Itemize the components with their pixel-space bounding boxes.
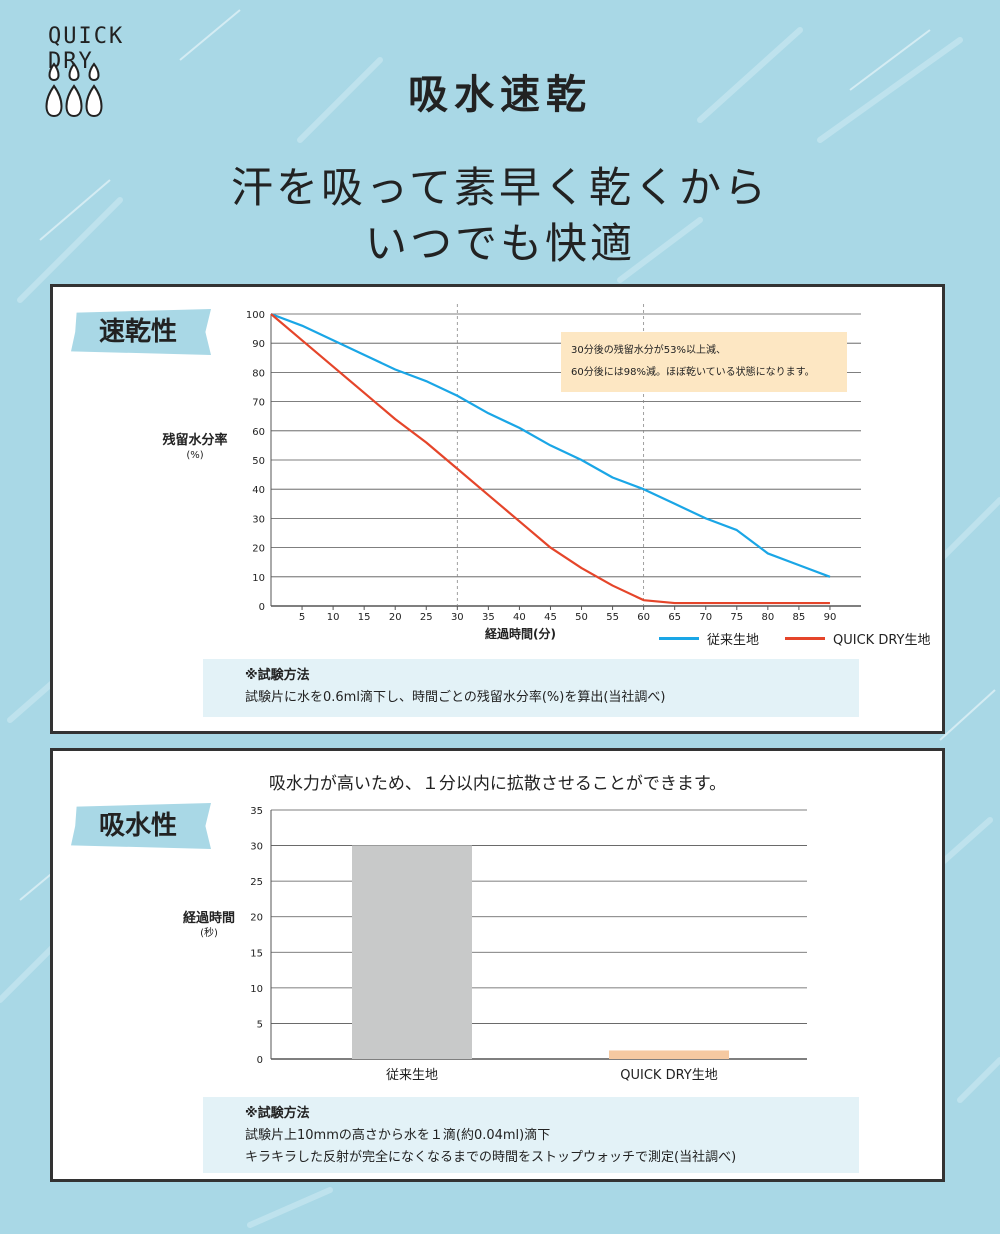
x-tick-label: 55 — [606, 612, 619, 623]
legend-label-quickdry: QUICK DRY生地 — [833, 633, 931, 648]
y-tick-label: 20 — [250, 913, 263, 924]
callout-line-1: 30分後の残留水分が53%以上減、 — [571, 345, 726, 356]
x-tick-label: 5 — [299, 612, 305, 623]
drying-panel: 速乾性 残留水分率 (%) 0 10 20 30 40 50 60 70 80 90 100 5 10 1… — [50, 284, 945, 734]
x-tick-label: 65 — [668, 612, 681, 623]
y-tick-label: 5 — [257, 1019, 263, 1030]
absorption-bar-chart: 0 5 10 15 20 25 30 35 従来生地 QUICK DRY生地 — [250, 806, 807, 1083]
x-tick-label: 75 — [730, 612, 743, 623]
x-tick-label: 80 — [761, 612, 774, 623]
drying-y-axis-unit: (%) — [186, 450, 204, 461]
x-tick-label: 85 — [793, 612, 806, 623]
x-tick-label: 35 — [482, 612, 495, 623]
page-title: 吸水速乾 — [408, 72, 592, 118]
legend-label-conventional: 従来生地 — [707, 633, 760, 648]
absorption-note-line-1: 試験片上10mmの高さから水を１滴(約0.04ml)滴下 — [245, 1128, 551, 1143]
series-line-conventional — [270, 312, 831, 578]
x-tick-label: 40 — [513, 612, 526, 623]
y-tick-label: 100 — [246, 310, 265, 321]
legend-conventional: 従来生地 — [659, 629, 759, 648]
headline-line-2: いつでも快適 — [364, 219, 635, 268]
x-tick-label: 20 — [389, 612, 402, 623]
y-tick-label: 40 — [252, 485, 265, 496]
water-drops-icon — [45, 62, 103, 118]
drying-y-axis-title: 残留水分率 — [162, 433, 228, 448]
absorption-y-axis-label: 経過時間 (秒) — [159, 911, 259, 941]
x-tick-label: 25 — [420, 612, 433, 623]
absorption-subtitle: 吸水力が高いため、１分以内に拡散させることができます。 — [268, 774, 727, 794]
y-tick-label: 35 — [250, 806, 263, 817]
y-tick-label: 10 — [250, 984, 263, 995]
drying-callout: 30分後の残留水分が53%以上減、 60分後には98%減。ほぼ乾いている状態にな… — [561, 332, 847, 392]
bar-conventional — [352, 845, 472, 1059]
legend-quickdry: QUICK DRY生地 — [785, 629, 930, 648]
drying-badge: 速乾性 — [71, 309, 211, 355]
drying-note-line-1: 試験片に水を0.6ml滴下し、時間ごとの残留水分率(%)を算出(当社調べ) — [245, 690, 666, 705]
absorption-badge: 吸水性 — [71, 803, 211, 849]
y-tick-label: 80 — [252, 368, 265, 379]
x-tick-label: 60 — [637, 612, 650, 623]
x-tick-label: 50 — [575, 612, 588, 623]
series-line-quickdry — [270, 313, 830, 605]
absorption-note-line-2: キラキラした反射が完全になくなるまでの時間をストップウォッチで測定(当社調べ) — [245, 1150, 737, 1165]
y-tick-label: 30 — [252, 514, 265, 525]
x-axis-label: 経過時間(分) — [485, 626, 556, 641]
y-tick-label: 30 — [250, 842, 263, 853]
x-tick-label: 90 — [824, 612, 837, 623]
drying-y-axis-label: 残留水分率 (%) — [145, 433, 245, 463]
y-tick-label: 70 — [252, 398, 265, 409]
x-tick-label: 30 — [451, 612, 464, 623]
y-tick-label: 90 — [252, 339, 265, 350]
x-tick-label: 70 — [699, 612, 712, 623]
drying-line-chart: 0 10 20 30 40 50 60 70 80 90 100 5 10 15 20 25 30 35 40 45 5… — [246, 304, 861, 641]
legend-swatch-quickdry — [785, 637, 825, 640]
x-tick-label: 45 — [544, 612, 557, 623]
y-tick-label: 0 — [257, 1055, 263, 1066]
drying-test-method-note: ※試験方法 試験片に水を0.6ml滴下し、時間ごとの残留水分率(%)を算出(当社… — [203, 659, 859, 717]
x-category-label: QUICK DRY生地 — [620, 1068, 717, 1083]
x-tick-label: 10 — [327, 612, 340, 623]
absorption-test-method-note: ※試験方法 試験片上10mmの高さから水を１滴(約0.04ml)滴下 キラキラし… — [203, 1097, 859, 1173]
y-tick-label: 0 — [259, 602, 265, 613]
y-tick-label: 20 — [252, 544, 265, 555]
x-category-label: 従来生地 — [386, 1068, 438, 1083]
y-tick-label: 15 — [250, 948, 263, 959]
y-tick-label: 10 — [252, 573, 265, 584]
y-tick-label: 50 — [252, 456, 265, 467]
bar-quickdry — [609, 1050, 729, 1059]
absorption-y-axis-unit: (秒) — [200, 928, 218, 939]
legend-swatch-conventional — [659, 637, 699, 640]
absorption-panel: 吸水力が高いため、１分以内に拡散させることができます。 吸水性 経過時間 (秒)… — [50, 748, 945, 1182]
y-tick-label: 60 — [252, 427, 265, 438]
absorption-note-title: ※試験方法 — [245, 1106, 310, 1121]
y-tick-label: 25 — [250, 877, 263, 888]
callout-line-2: 60分後には98%減。ほぼ乾いている状態になります。 — [571, 367, 815, 378]
headline: 汗を吸って素早く乾くから いつでも快適 — [0, 160, 1000, 272]
absorption-y-axis-title: 経過時間 — [182, 911, 235, 926]
x-tick-label: 15 — [358, 612, 371, 623]
drying-note-title: ※試験方法 — [245, 668, 310, 683]
headline-line-1: 汗を吸って素早く乾くから — [231, 163, 769, 212]
